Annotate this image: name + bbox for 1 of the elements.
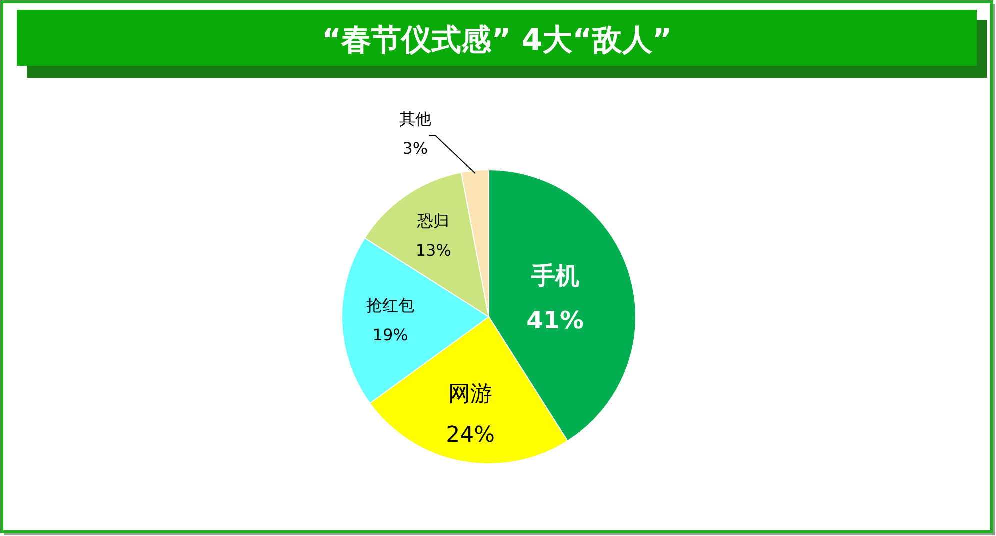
title: “春节仪式感” 4大“敌人” (322, 23, 672, 58)
